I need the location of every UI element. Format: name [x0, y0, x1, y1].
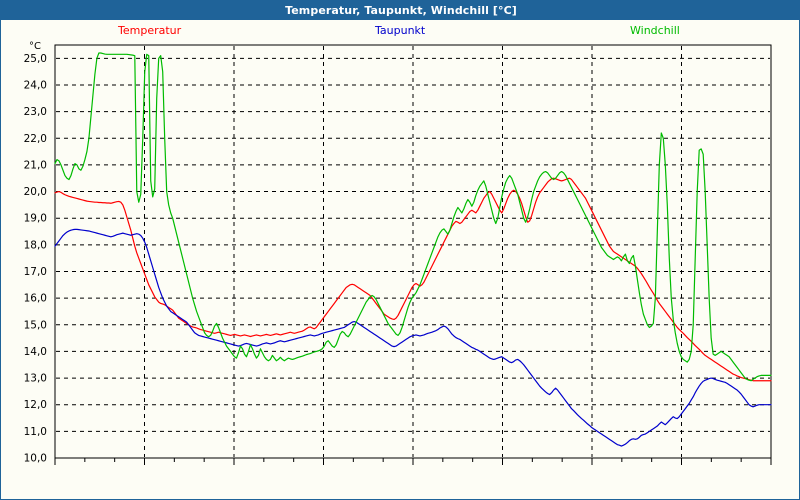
- y-axis-tick-label: 15,0: [24, 319, 47, 331]
- y-axis-tick-label: 12,0: [24, 399, 47, 411]
- y-axis-tick-label: 21,0: [24, 159, 47, 171]
- y-axis-tick-label: 20,0: [24, 186, 47, 198]
- y-axis-tick-label: 17,0: [24, 266, 47, 278]
- legend-item-windchill: Windchill: [630, 24, 680, 37]
- y-axis-tick-label: 23,0: [24, 106, 47, 118]
- y-axis-tick-label: 10,0: [24, 453, 47, 465]
- chart-canvas: 10,0 11,0 12,0 13,0 14,0 15,0 16,0 17,0 18,0 19,0…: [24, 44, 772, 465]
- y-axis-tick-label: 19,0: [24, 213, 47, 225]
- chart-legend: Temperatur Taupunkt Windchill: [1, 21, 800, 41]
- y-axis-tick-label: 13,0: [24, 373, 47, 385]
- series-line-temperatur: [54, 177, 772, 382]
- y-axis-tick-label: 18,0: [24, 239, 47, 251]
- window-title: Temperatur, Taupunkt, Windchill [°C]: [285, 4, 517, 17]
- y-axis-tick-label: 22,0: [24, 133, 47, 145]
- y-axis-tick-label: 11,0: [24, 426, 47, 438]
- y-axis-tick-label: 25,0: [24, 53, 47, 65]
- legend-item-taupunkt: Taupunkt: [375, 24, 426, 37]
- y-axis-tick-label: 14,0: [24, 346, 47, 358]
- y-axis-tick-label: 16,0: [24, 293, 47, 305]
- plot-area: 10,0 11,0 12,0 13,0 14,0 15,0 16,0 17,0 18,0 19,0…: [1, 31, 800, 471]
- y-axis-tick-label: 24,0: [24, 79, 47, 91]
- y-axis-unit-label: °C: [29, 41, 41, 52]
- window-title-bar: Temperatur, Taupunkt, Windchill [°C]: [1, 1, 800, 20]
- legend-item-temperatur: Temperatur: [118, 24, 182, 37]
- series-line-taupunkt: [54, 228, 772, 447]
- series-line-windchill: [54, 52, 772, 382]
